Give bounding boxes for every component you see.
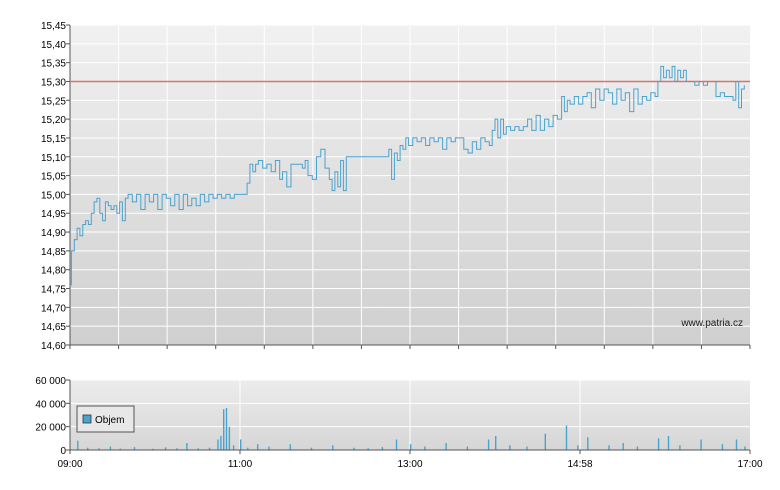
legend-label: Objem (95, 415, 124, 426)
volume-bar (381, 447, 384, 450)
volume-bar (220, 436, 222, 450)
volume-bar (257, 444, 259, 450)
volume-bar (268, 446, 270, 450)
volume-bar (622, 443, 624, 450)
volume-bar (228, 426, 231, 450)
watermark: www.patria.cz (680, 318, 743, 329)
price-y-tick-label: 14,85 (41, 247, 66, 258)
price-y-tick-label: 14,80 (41, 266, 66, 277)
volume-bars (77, 408, 746, 451)
volume-bar (700, 439, 702, 450)
price-y-tick-label: 15,35 (41, 59, 66, 70)
volume-y-tick-label: 60 000 (35, 376, 66, 387)
price-y-tick-label: 15,20 (41, 115, 66, 126)
volume-bar (289, 444, 291, 450)
volume-chart-panel: 0 20 000 40 000 60 000 09:00 11:00 13:00 14:58… (35, 376, 763, 470)
volume-bar (445, 443, 447, 450)
volume-bar (77, 440, 79, 450)
volume-bar (223, 409, 225, 450)
volume-y-axis: 0 20 000 40 000 60 000 (35, 376, 71, 457)
volume-bar (164, 447, 167, 450)
volume-y-tick-label: 0 (60, 446, 66, 457)
volume-bar (310, 447, 313, 450)
price-y-tick-label: 15,05 (41, 172, 66, 183)
volume-bar (587, 437, 589, 450)
price-y-tick-label: 14,60 (41, 341, 66, 352)
volume-bar (87, 447, 89, 450)
price-x-ticks (69, 345, 751, 349)
price-y-tick-label: 14,65 (41, 322, 66, 333)
volume-bar (98, 448, 100, 451)
volume-bar (133, 447, 136, 450)
volume-bar (495, 436, 497, 450)
volume-bar (176, 448, 178, 451)
price-y-tick-label: 14,95 (41, 209, 66, 220)
price-y-tick-label: 15,45 (41, 21, 66, 32)
price-y-tick-label: 15,15 (41, 134, 66, 145)
volume-legend: Objem (76, 405, 135, 433)
volume-bar (657, 438, 660, 450)
price-y-tick-label: 15,25 (41, 96, 66, 107)
volume-bar (119, 448, 121, 450)
volume-bar (152, 448, 154, 450)
volume-bar (577, 445, 579, 450)
volume-bar (424, 446, 426, 450)
volume-x-axis: 09:00 11:00 13:00 14:58 17:00 (57, 450, 763, 470)
volume-bar (608, 445, 610, 450)
price-y-tick-label: 14,70 (41, 303, 66, 314)
volume-bar (721, 444, 724, 450)
volume-bar (186, 443, 188, 450)
volume-bar (410, 444, 412, 450)
volume-x-tick-label: 14:58 (567, 459, 592, 470)
volume-bar (544, 433, 546, 450)
volume-x-tick-label: 17:00 (737, 459, 762, 470)
legend-swatch-icon (82, 414, 92, 424)
price-series-line (70, 65, 745, 286)
price-y-tick-label: 15,40 (41, 40, 66, 51)
volume-x-tick-label: 11:00 (228, 459, 253, 470)
price-y-tick-label: 14,90 (41, 228, 66, 239)
volume-bar (526, 446, 528, 450)
volume-bar (232, 445, 235, 450)
volume-bar (395, 439, 398, 450)
volume-bar (109, 446, 112, 450)
price-y-tick-label: 15,10 (41, 153, 66, 164)
volume-x-tick-label: 13:00 (397, 459, 422, 470)
volume-bar (332, 445, 334, 450)
volume-bar (667, 436, 670, 450)
price-y-axis: 14,60 14,65 14,70 14,75 14,80 14,85 14,90 14,95… (41, 21, 71, 352)
price-y-tick-label: 14,75 (41, 285, 66, 296)
volume-y-tick-label: 20 000 (35, 423, 66, 434)
price-y-tick-label: 15,30 (41, 77, 66, 88)
volume-bar (225, 408, 228, 450)
volume-bar (565, 425, 568, 450)
volume-bar (636, 446, 639, 450)
volume-bar (367, 448, 369, 451)
price-y-tick-label: 15,00 (41, 190, 66, 201)
price-chart-panel: 14,60 14,65 14,70 14,75 14,80 14,85 14,90 14,95… (41, 21, 751, 352)
volume-bar (240, 439, 242, 450)
volume-x-tick-label: 09:00 (57, 459, 82, 470)
volume-bar (197, 448, 199, 451)
volume-y-tick-label: 40 000 (35, 399, 66, 410)
volume-bar (679, 445, 681, 450)
volume-bar (208, 447, 211, 450)
volume-bar (735, 439, 738, 450)
volume-bar (247, 447, 249, 450)
volume-bar (509, 445, 511, 450)
volume-bar (353, 447, 355, 450)
volume-bar (744, 446, 746, 450)
volume-bar (487, 439, 490, 450)
volume-bar (466, 446, 469, 450)
volume-bar (217, 439, 219, 450)
